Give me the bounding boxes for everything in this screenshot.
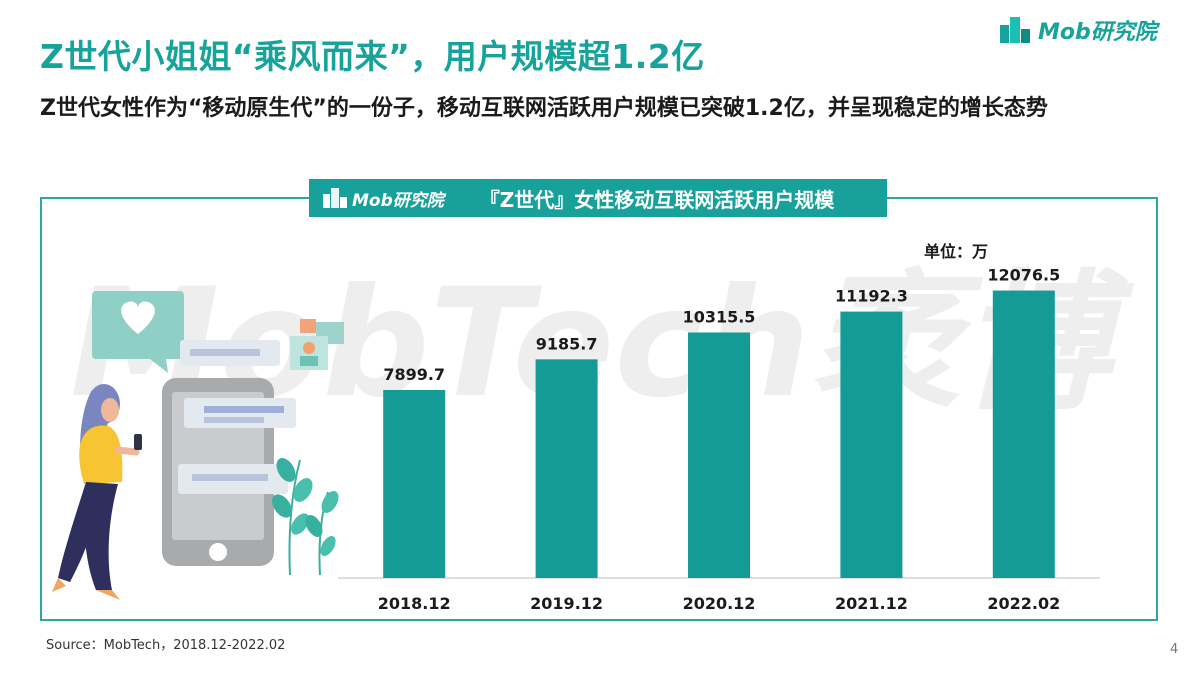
logo-text: Mob研究院	[1038, 20, 1157, 45]
data-label: 9185.7	[536, 334, 598, 353]
x-tick-label: 2021.12	[835, 594, 908, 613]
plant-illustration	[272, 458, 339, 576]
data-label: 7899.7	[383, 365, 445, 384]
mob-logo: Mob研究院	[1000, 14, 1157, 46]
unit-label: 单位：万	[924, 242, 989, 261]
data-label: 10315.5	[683, 307, 756, 326]
x-tick-label: 2018.12	[378, 594, 451, 613]
banner-logo: Mob研究院	[323, 186, 444, 211]
bar-2019.12	[535, 359, 598, 578]
woman-illustration	[52, 384, 142, 600]
page-number: 4	[1170, 642, 1179, 657]
bar-2018.12	[383, 389, 446, 578]
chart-title: 『Z世代』女性移动互联网活跃用户规模	[479, 187, 835, 212]
x-tick-label: 2020.12	[683, 594, 756, 613]
building-logo-icon	[323, 188, 347, 208]
source-note: Source：MobTech，2018.12-2022.02	[46, 638, 286, 653]
x-tick-label: 2019.12	[530, 594, 603, 613]
bar-2022.02	[992, 290, 1055, 578]
chat-bubbles-illustration	[92, 291, 296, 494]
photo-icons-illustration	[290, 319, 344, 370]
building-logo-icon	[1000, 17, 1030, 43]
bar-2020.12	[688, 332, 750, 578]
data-label: 12076.5	[987, 266, 1060, 285]
bar-2021.12	[840, 311, 903, 578]
chart-banner: Mob研究院 『Z世代』女性移动互联网活跃用户规模	[309, 179, 887, 217]
page-subtitle: Z世代女性作为“移动原生代”的一份子，移动互联网活跃用户规模已突破1.2亿，并呈…	[40, 96, 1048, 121]
data-label: 11192.3	[835, 287, 908, 306]
page-title: Z世代小姐姐“乘风而来”，用户规模超1.2亿	[40, 37, 705, 76]
x-tick-label: 2022.02	[987, 594, 1060, 613]
banner-logo-text: Mob研究院	[352, 190, 444, 211]
